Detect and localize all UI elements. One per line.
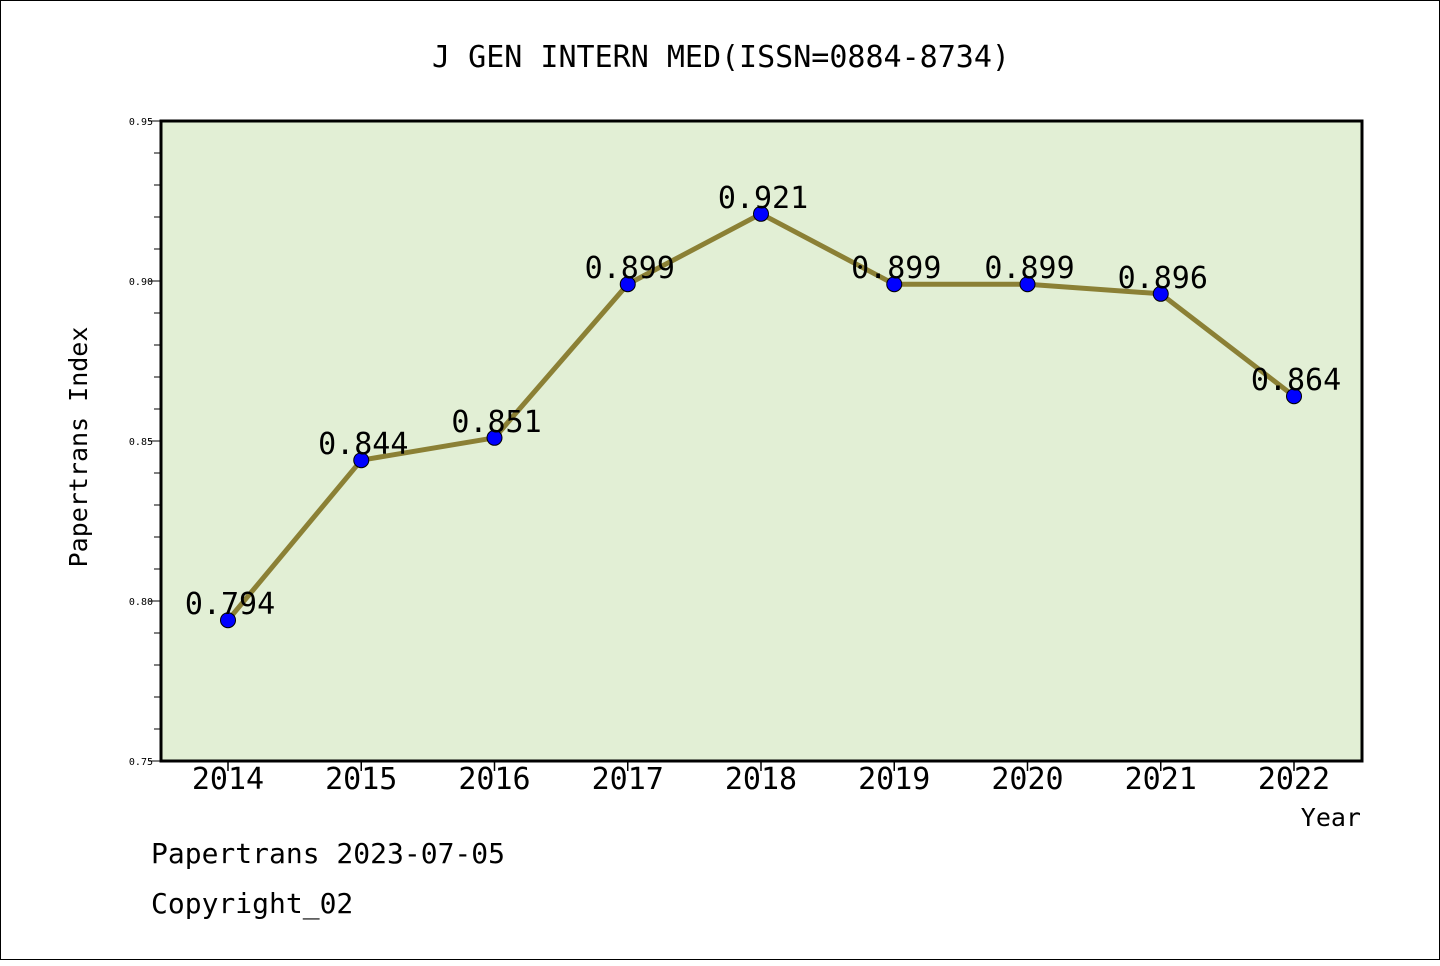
x-tick-label: 2014: [192, 762, 264, 797]
data-point: [619, 276, 636, 293]
data-point: [1152, 285, 1169, 302]
data-point: [486, 429, 503, 446]
x-tick-label: 2021: [1125, 762, 1197, 797]
chart-title: J GEN INTERN MED(ISSN=0884-8734): [432, 40, 1010, 75]
x-tick-label: 2022: [1258, 762, 1330, 797]
data-label: 0.864: [1251, 363, 1341, 398]
x-axis: 2014 2015 2016 2017 2018 2019 2020 2021 2022: [192, 761, 1330, 797]
data-label: 0.899: [984, 251, 1074, 286]
y-tick-label: 0.75: [129, 757, 153, 768]
data-label: 0.921: [718, 181, 808, 216]
data-point: [220, 612, 236, 629]
data-point: [1019, 276, 1036, 293]
x-tick-label: 2015: [325, 762, 397, 797]
x-tick-label: 2019: [858, 762, 930, 797]
data-point: [1286, 388, 1302, 405]
y-tick-label: 0.85: [129, 437, 153, 448]
data-label: 0.899: [585, 251, 675, 286]
data-label: 0.896: [1118, 261, 1208, 296]
y-tick-label: 0.95: [129, 117, 153, 128]
data-point: [353, 452, 370, 469]
series-markers: [220, 205, 1302, 629]
y-axis: 0.75 0.80 0.85 0.90 0.95: [129, 117, 161, 768]
data-point: [886, 276, 903, 293]
y-tick-label: 0.80: [129, 597, 153, 608]
plot-area: [159, 119, 1364, 763]
data-label: 0.851: [451, 405, 541, 440]
x-tick-label: 2017: [592, 762, 664, 797]
data-label: 0.899: [851, 251, 941, 286]
data-labels: 0.794 0.844 0.851 0.899 0.921 0.899 0.899 0.896…: [185, 181, 1341, 622]
x-tick-label: 2016: [458, 762, 530, 797]
footer-copyright: Copyright_02: [151, 887, 354, 920]
y-tick-label: 0.90: [129, 277, 153, 288]
data-label: 0.844: [318, 427, 408, 462]
footer-date: Papertrans 2023-07-05: [151, 837, 506, 870]
data-point: [753, 205, 769, 222]
x-tick-label: 2020: [991, 762, 1063, 797]
x-axis-label: Year: [1301, 803, 1361, 832]
x-tick-label: 2018: [725, 762, 797, 797]
y-axis-label: Papertrans Index: [64, 327, 93, 568]
data-label: 0.794: [185, 587, 275, 622]
